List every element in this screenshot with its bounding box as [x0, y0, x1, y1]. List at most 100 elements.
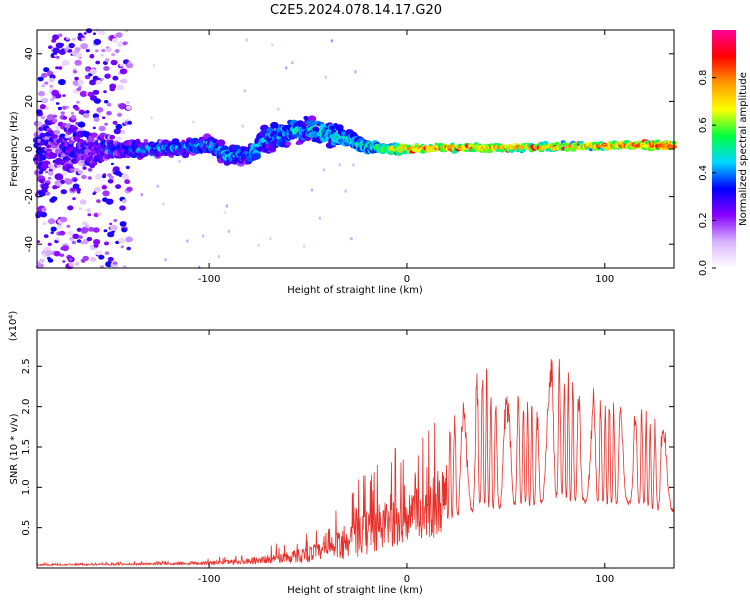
spectrogram-cell [269, 236, 272, 240]
colorbar: 0.0 0.2 0.4 0.6 0.8 Normalized spectral ampl… [698, 30, 749, 276]
snr-x-tick-label: 100 [595, 574, 614, 585]
spectrogram-cell [76, 190, 81, 194]
spectrogram-cell [119, 205, 126, 211]
spectrogram-x-tick-label: 0 [404, 274, 410, 285]
spectrogram-cell [79, 199, 87, 205]
spectrogram-cell [40, 211, 47, 218]
spectrogram-cell [67, 49, 73, 53]
spectrogram-cell [156, 184, 159, 188]
spectrogram-cell [76, 187, 81, 192]
spectrogram-cell [76, 52, 83, 58]
spectrogram-cell [127, 61, 132, 65]
spectrogram-cell [92, 126, 96, 130]
spectrogram-cell [37, 263, 44, 269]
spectrogram-cell [252, 152, 261, 160]
spectrogram-cell [53, 129, 61, 135]
spectrogram-cell [101, 185, 108, 190]
spectrogram-cell [112, 38, 118, 43]
spectrogram-cell [77, 121, 86, 128]
spectrogram-cell [87, 167, 93, 172]
spectrogram-cell [344, 189, 347, 193]
spectrogram-cell [57, 106, 63, 111]
spectrogram-cell [86, 208, 92, 213]
spectrogram-cell [72, 197, 76, 201]
spectrogram-cell [217, 255, 221, 259]
spectrogram-cell [48, 168, 53, 172]
spectrogram-cell [59, 43, 64, 47]
spectrogram-cell [125, 105, 132, 111]
spectrogram-cell [35, 213, 41, 219]
spectrogram-cell [120, 130, 125, 134]
spectrogram-cell [108, 175, 114, 180]
spectrogram-cell [74, 47, 81, 52]
spectrogram-cell [44, 81, 49, 85]
spectrogram-cells [32, 28, 678, 270]
spectrogram-cell [47, 256, 51, 260]
spectrogram-cell [89, 79, 97, 86]
spectrogram-cell [103, 229, 108, 233]
spectrogram-cell [85, 28, 93, 34]
spectrogram-cell [354, 70, 357, 74]
spectrogram-cell [270, 121, 279, 129]
spectrogram-cell [243, 89, 246, 93]
spectrogram-cell [82, 163, 86, 167]
chart-title: C2E5.2024.078.14.17.G20 [270, 3, 442, 18]
spectrogram-cell [152, 63, 155, 68]
spectrogram-cell [82, 131, 91, 138]
spectrogram-x-axis-label: Height of straight line (km) [287, 285, 423, 296]
spectrogram-cell [94, 173, 103, 180]
spectrogram-cell [86, 236, 93, 242]
spectrogram-cell [77, 79, 85, 85]
spectrogram-cell [50, 231, 54, 235]
spectrogram-cell [126, 101, 130, 104]
spectrogram-cell [56, 56, 60, 59]
spectrogram-cell [92, 113, 100, 119]
spectrogram-cell [51, 196, 58, 202]
spectrogram-cell [74, 76, 79, 81]
spectrogram-cell [82, 112, 90, 119]
spectrogram-cell [95, 79, 102, 85]
snr-frame [36, 329, 675, 569]
spectrogram-cell [95, 60, 101, 65]
spectrogram-cell [100, 77, 104, 81]
spectrogram-cell [70, 115, 77, 120]
spectrogram-cell [89, 54, 95, 59]
spectrogram-cell [118, 237, 126, 244]
spectrogram-cell [125, 165, 130, 170]
spectrogram-cell [105, 73, 111, 78]
spectrogram-cell [277, 107, 280, 111]
spectrogram-cell [106, 111, 112, 116]
spectrogram-cell [36, 109, 43, 115]
spectrogram-cell [76, 239, 82, 243]
spectrogram-cell [83, 32, 87, 35]
spectrogram-cell [192, 120, 195, 124]
spectrogram-cell [116, 84, 124, 91]
spectrogram-cell [72, 37, 76, 41]
spectrogram-cell [82, 239, 89, 245]
spectrogram-cell [68, 262, 75, 267]
spectrogram-cell [44, 250, 53, 256]
spectrogram-cell [96, 107, 104, 113]
spectrogram-cell [43, 67, 50, 73]
spectrogram-cell [65, 105, 69, 109]
spectrogram-cell [121, 199, 127, 204]
spectrogram-cell [95, 49, 99, 53]
spectrogram-cell [93, 98, 101, 104]
spectrogram-cell [45, 106, 49, 110]
spectrogram-y-tick-label: 40 [24, 47, 35, 60]
spectrogram-cell [98, 125, 106, 132]
spectrogram-cell [48, 151, 58, 159]
spectrogram-cell [62, 171, 68, 176]
spectrogram-x-tick-label: 100 [595, 274, 614, 285]
spectrogram-cell [103, 66, 110, 71]
spectrogram-cell [125, 62, 134, 69]
spectrogram-cell [41, 207, 47, 212]
spectrogram-cell [62, 122, 67, 127]
spectrogram-cell [48, 45, 53, 49]
spectrogram-cell [67, 230, 74, 236]
spectrogram-cell [202, 234, 205, 238]
spectrogram-cell [47, 218, 56, 225]
spectrogram-cell [124, 179, 131, 185]
snr-y-tick-label: 2.0 [21, 399, 32, 415]
spectrogram-cell [91, 132, 98, 138]
